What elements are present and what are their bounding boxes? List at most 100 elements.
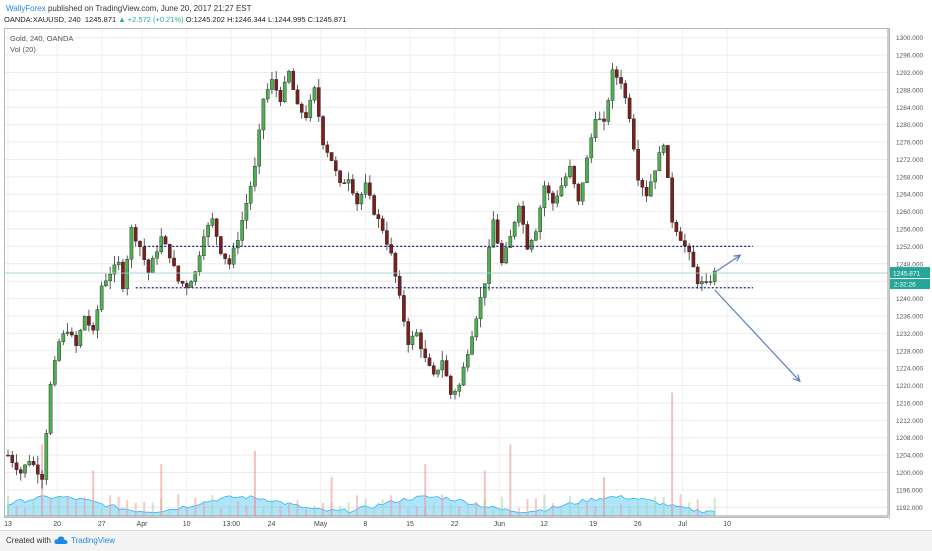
candle (478, 288, 483, 328)
candle (95, 305, 100, 339)
candle (487, 239, 491, 291)
candle-up-body (23, 464, 27, 474)
candle (244, 193, 249, 229)
candle (180, 280, 185, 287)
candle (585, 154, 589, 183)
candle (172, 249, 176, 268)
y-tick-label: 1232.000 (896, 331, 923, 338)
x-tick-label: 24 (268, 521, 276, 528)
candle (108, 266, 112, 290)
volume-bar (32, 499, 35, 516)
candle (304, 105, 308, 121)
candle (376, 208, 381, 228)
candle-up-body (193, 271, 198, 282)
candle (636, 139, 640, 187)
volume-bar (49, 498, 52, 516)
candle (423, 340, 428, 363)
author-link[interactable]: WallyForex (6, 4, 46, 13)
candle (78, 328, 83, 348)
candle-down-body (121, 261, 125, 290)
candle-up-body (57, 341, 61, 361)
volume-bar (168, 509, 171, 516)
candle (65, 323, 70, 336)
y-tick-label: 1212.000 (896, 418, 923, 425)
candle (363, 173, 368, 198)
candle-down-body (163, 236, 168, 245)
volume-bar (202, 502, 205, 516)
candle (410, 330, 415, 350)
candle (568, 159, 572, 179)
tradingview-brand-link[interactable]: TradingView (71, 536, 116, 545)
x-tick-label: May (314, 521, 328, 528)
price-axis[interactable]: 1300.000 1296.000 1292.000 1288.000 1284.000… (887, 29, 930, 516)
candle-down-body (299, 103, 304, 113)
y-tick-label: 1236.000 (896, 313, 923, 320)
low-value: L:1244.995 (267, 15, 306, 24)
candle-down-body (546, 185, 551, 194)
candle-down-body (666, 145, 670, 178)
volume-spike (253, 451, 256, 516)
candle-up-body (282, 81, 287, 102)
trend-arrow-up (714, 254, 741, 273)
volume-bar (211, 494, 214, 516)
candle-down-body (674, 222, 679, 232)
candle-down-body (627, 97, 632, 120)
candle (397, 270, 402, 299)
volume-bar (390, 495, 393, 516)
volume-bar (287, 504, 290, 516)
candle-up-body (504, 247, 508, 264)
volume-bar (219, 508, 222, 516)
volume-bar (705, 509, 708, 516)
candle-down-body (683, 240, 687, 247)
candle-down-body (380, 218, 385, 231)
volume-bar (551, 503, 554, 516)
volume-bar (364, 498, 367, 516)
candle-up-body (465, 354, 470, 368)
candle (700, 275, 704, 292)
candle-down-body (91, 325, 95, 331)
candle (414, 328, 419, 337)
time-axis[interactable]: 13 20 27 Apr 10 13:00 24 May 8 15 22 Jun 12 19 26 Jul 10 (4, 515, 888, 528)
candle-up-body (261, 98, 266, 131)
y-tick-label: 1228.000 (896, 348, 923, 355)
price-chart[interactable]: 1300.000 1296.000 1292.000 1288.000 1284.000… (0, 0, 932, 530)
volume-bar (568, 496, 571, 516)
candle (342, 179, 347, 184)
candle (359, 192, 364, 211)
volume-bar (492, 508, 495, 516)
x-tick-label: 10 (183, 521, 191, 528)
volume-pane (7, 392, 716, 517)
candle (614, 65, 619, 85)
candle-up-body (155, 251, 159, 259)
candle-down-body (304, 112, 308, 119)
candle-down-body (31, 461, 36, 466)
y-tick-label: 1196.000 (896, 487, 923, 494)
candle (48, 381, 53, 436)
candle-up-body (150, 257, 155, 273)
candle-up-body (563, 176, 568, 187)
created-with-label: Created with (6, 536, 51, 545)
volume-area (7, 494, 716, 517)
volume-bar (245, 505, 248, 516)
candle-up-body (457, 384, 462, 392)
candle-up-body (610, 69, 615, 101)
volume-bar (407, 508, 410, 516)
y-tick-label: 1288.000 (896, 87, 923, 94)
candle (70, 327, 74, 338)
arrow-head (793, 374, 801, 383)
candle-up-body (653, 170, 657, 183)
candle (508, 229, 513, 248)
chart-frame (4, 28, 890, 518)
volume-bar (194, 497, 197, 516)
x-tick-label: 8 (363, 521, 367, 528)
volume-bar (475, 501, 478, 516)
candle-down-body (525, 224, 530, 250)
candle-up-body (253, 165, 257, 187)
candle-up-body (116, 261, 121, 266)
candle-down-body (40, 473, 44, 480)
volume-bar (279, 506, 282, 516)
candle-down-body (670, 177, 674, 223)
volume-bar (236, 501, 239, 516)
candle-down-body (397, 276, 402, 296)
candle-down-body (176, 265, 181, 282)
